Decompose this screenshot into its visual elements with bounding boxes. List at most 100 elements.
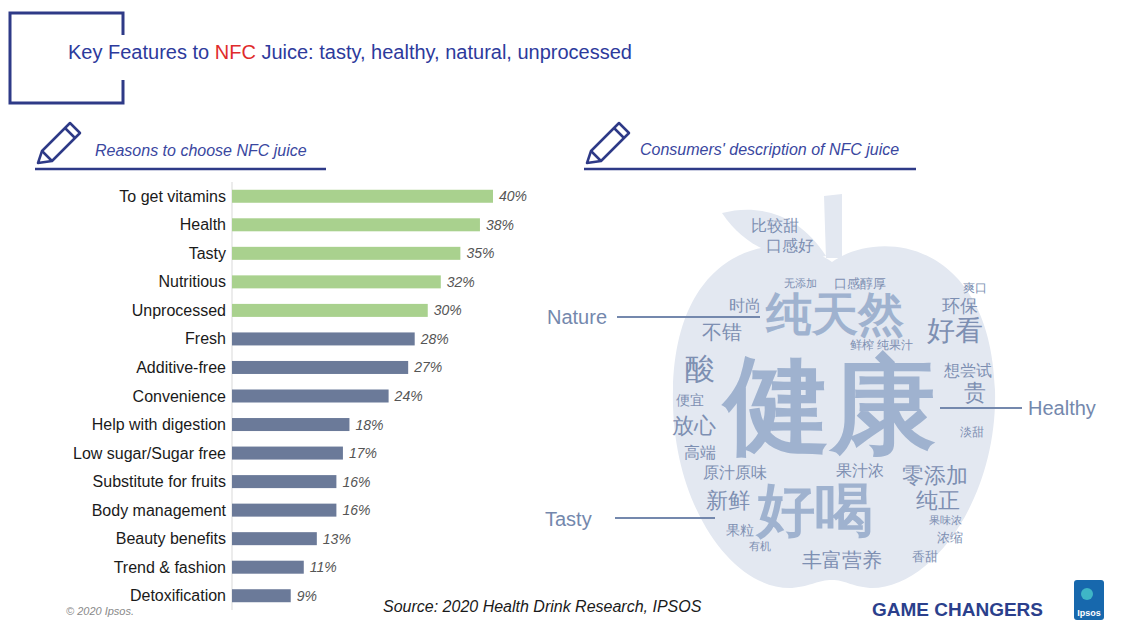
logo-mark [1081, 588, 1093, 600]
cloud-word: 爽口 [963, 281, 987, 295]
data-label: 40% [499, 188, 527, 204]
cloud-word: 贵 [964, 380, 986, 405]
cloud-word: 原汁原味 [703, 463, 767, 482]
bar [232, 304, 428, 317]
cloud-word: 好喝 [755, 476, 873, 544]
slide: Key Features to NFC Juice: tasty, health… [0, 0, 1126, 644]
cloud-word: 淡甜 [960, 425, 984, 439]
bar [232, 589, 291, 602]
pencil-icon [38, 123, 80, 163]
bar [232, 332, 415, 345]
callout-label: Healthy [1028, 397, 1096, 419]
logo: Ipsos [1074, 580, 1104, 620]
cloud-word: 纯果汁 [877, 338, 913, 352]
category-label: Beauty benefits [116, 530, 226, 547]
data-label: 24% [394, 388, 423, 404]
pencil-body [587, 123, 629, 163]
cloud-word: 口感好 [766, 236, 814, 255]
data-label: 30% [434, 302, 462, 318]
category-label: Tasty [189, 245, 226, 262]
cloud-word: 纯天然 [765, 287, 904, 341]
callout-label: Nature [547, 306, 607, 328]
logo-box [1074, 580, 1104, 620]
cloud-word: 好看 [927, 314, 983, 347]
bar [232, 247, 460, 260]
pencil-detail [591, 128, 624, 161]
cloud-word: 无添加 [784, 277, 817, 290]
cloud-word: 果粒 [726, 522, 754, 538]
category-label: Help with digestion [92, 416, 226, 433]
callout-line [615, 517, 715, 519]
category-label: Health [180, 216, 226, 233]
bar [232, 475, 336, 488]
bar [232, 218, 480, 231]
title-highlight: NFC [215, 41, 256, 63]
callout-line [617, 316, 760, 318]
data-label: 38% [486, 217, 514, 233]
cloud-word: 新鲜 [706, 488, 750, 513]
data-label: 13% [323, 531, 351, 547]
data-label: 27% [413, 359, 442, 375]
cloud-word: 香甜 [912, 549, 938, 564]
bar [232, 418, 349, 431]
data-label: 18% [355, 417, 383, 433]
cloud-word: 浓缩 [937, 530, 963, 545]
category-label: Nutritious [158, 273, 226, 290]
cloud-word: 丰富营养 [802, 548, 882, 572]
cloud-word: 口感醇厚 [834, 276, 886, 291]
category-label: Convenience [133, 388, 227, 405]
cloud-title: Consumers' description of NFC juice [640, 141, 899, 158]
cloud-word: 果味浓 [929, 514, 962, 527]
category-label: Unprocessed [132, 302, 226, 319]
apple-leaf [722, 210, 826, 259]
source: Source: 2020 Health Drink Research, IPSO… [383, 598, 702, 615]
category-label: Fresh [185, 330, 226, 347]
cloud-word: 便宜 [676, 392, 704, 408]
cloud-word: 高端 [684, 443, 716, 462]
bar [232, 447, 343, 460]
category-label: Additive-free [136, 359, 226, 376]
title-part: Juice: tasty, healthy, natural, unproces… [256, 41, 632, 63]
cloud-word: 鲜榨 [850, 338, 874, 352]
callout-line [940, 407, 1022, 409]
apple-stem [824, 194, 842, 258]
category-label: To get vitamins [119, 188, 226, 205]
cloud-word: 想尝试 [943, 361, 992, 380]
cloud-word: 环保 [942, 295, 978, 316]
bar [232, 390, 389, 403]
heading-underline [35, 168, 326, 171]
bar [232, 532, 317, 545]
bar [232, 561, 304, 574]
category-label: Detoxification [130, 587, 226, 604]
chart-title: Reasons to choose NFC juice [95, 142, 307, 159]
logo-text: Ipsos [1077, 608, 1101, 618]
cloud-word: 放心 [672, 413, 716, 438]
title: Key Features to NFC Juice: tasty, health… [68, 41, 632, 63]
word-cloud: 健康好喝纯天然好看酸贵零添加新鲜纯正丰富营养放心不错高端原汁原味果汁浓想尝试环保… [672, 194, 995, 588]
heading-underline [584, 168, 916, 171]
data-label: 11% [310, 559, 337, 575]
copyright: © 2020 Ipsos. [66, 605, 134, 617]
category-label: Body management [92, 502, 227, 519]
background [0, 0, 1126, 644]
cloud-word: 时尚 [729, 296, 761, 315]
callout-label: Tasty [545, 508, 592, 530]
cloud-word: 健康 [721, 344, 936, 467]
bar [232, 275, 441, 288]
cloud-word: 果汁浓 [836, 461, 884, 480]
data-label: 32% [447, 274, 475, 290]
cloud-word: 比较甜 [751, 216, 799, 235]
cloud-word: 酸 [685, 351, 715, 386]
tagline: GAME CHANGERS [872, 599, 1043, 620]
category-label: Trend & fashion [114, 559, 226, 576]
pencil-icon [587, 123, 629, 163]
data-label: 17% [349, 445, 377, 461]
data-label: 16% [342, 502, 370, 518]
cloud-word: 不错 [702, 320, 742, 344]
data-label: 35% [466, 245, 494, 261]
bar [232, 504, 336, 517]
data-label: 9% [297, 588, 317, 604]
bar [232, 190, 493, 203]
pencil-detail [42, 128, 75, 161]
pencil-body [38, 123, 80, 163]
